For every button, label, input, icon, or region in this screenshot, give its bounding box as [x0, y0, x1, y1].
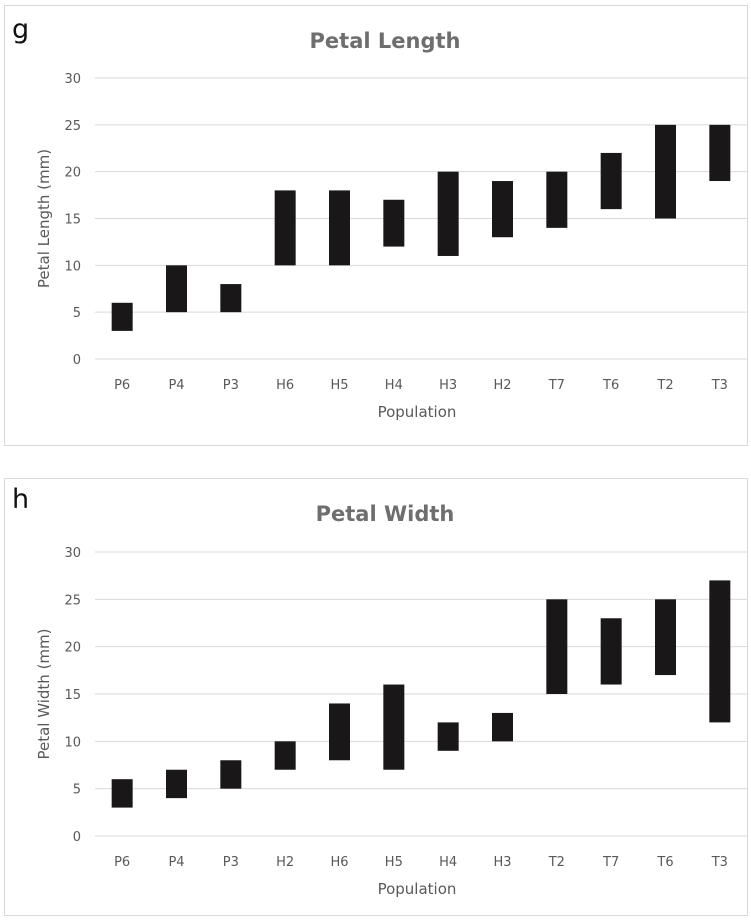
y-tick-label: 10: [64, 259, 81, 274]
panel-letter: g: [12, 14, 30, 45]
y-tick-label: 20: [64, 166, 81, 181]
x-tick-label: H6: [276, 378, 294, 393]
x-tick-label: T2: [656, 378, 673, 393]
x-tick-label: P4: [168, 855, 184, 870]
x-tick-label: H4: [439, 855, 457, 870]
range-bar-h4: [437, 722, 459, 751]
range-bar-t6: [600, 152, 622, 210]
x-tick-label: T3: [711, 855, 728, 870]
range-bar-h3: [437, 171, 459, 256]
y-tick-label: 30: [64, 546, 81, 561]
chart-panel-g: g Petal Length 0 5 10 15 20 25 30 P6 P4 P3 H6 H5 H4 H3…: [4, 5, 748, 446]
x-tick-label: T7: [602, 855, 619, 870]
range-bar-t2: [655, 124, 676, 219]
petal-length-chart: Petal Length 0 5 10 15 20 25 30 P6 P4 P3 H6 H5 H4 H3 H2…: [35, 29, 747, 421]
range-bar-p4: [166, 265, 187, 313]
range-bar-h2: [492, 181, 513, 238]
x-tick-label: H5: [330, 378, 348, 393]
range-bar-p6: [111, 302, 133, 331]
x-tick-label: T6: [602, 378, 619, 393]
y-tick-label: 5: [73, 306, 81, 321]
range-bar-p3: [220, 760, 242, 789]
x-tick-label: P3: [223, 378, 239, 393]
chart-title: Petal Length: [310, 29, 461, 53]
range-bar-h6: [274, 190, 296, 266]
x-tick-label: P6: [114, 378, 130, 393]
y-tick-label: 5: [73, 783, 81, 798]
range-bar-p4: [166, 769, 187, 799]
range-bar-p6: [111, 779, 133, 808]
y-axis-label: Petal Width (mm): [35, 628, 53, 759]
x-tick-label: H3: [493, 855, 511, 870]
x-tick-label: P6: [114, 855, 130, 870]
range-bar-h5: [383, 684, 405, 770]
range-bar-t7: [546, 171, 568, 228]
y-tick-label: 15: [64, 213, 81, 228]
y-axis-label: Petal Length (mm): [35, 149, 53, 288]
petal-width-chart: Petal Width 0 5 10 15 20 25 30 P6 P4 P3 H2 H6 H5 H4 H3 T…: [35, 502, 747, 898]
chart-title: Petal Width: [316, 502, 455, 526]
x-tick-label: H6: [330, 855, 348, 870]
x-tick-label: H5: [385, 855, 403, 870]
range-bar-t7: [600, 618, 622, 685]
range-bar-h5: [329, 190, 350, 266]
x-axis-label: Population: [378, 403, 457, 421]
panel-letter: h: [12, 484, 30, 515]
range-bar-h4: [383, 199, 405, 247]
y-tick-label: 25: [64, 119, 81, 134]
x-tick-label: T7: [548, 378, 565, 393]
range-bar-h2: [274, 741, 296, 770]
x-tick-label: P3: [223, 855, 239, 870]
chart-panel-h: h Petal Width 0 5 10 15 20 25 30 P6 P4 P3 H2 H6 H5 H4 H…: [4, 478, 748, 916]
y-tick-label: 0: [73, 830, 81, 845]
range-bar-t6: [655, 599, 676, 676]
x-tick-label: P4: [168, 378, 184, 393]
range-bar-h3: [492, 712, 513, 742]
range-bar-t2: [546, 599, 568, 694]
x-tick-label: H4: [385, 378, 403, 393]
x-tick-label: T3: [711, 378, 728, 393]
y-tick-label: 10: [64, 735, 81, 750]
x-tick-label: H2: [276, 855, 294, 870]
y-tick-label: 25: [64, 593, 81, 608]
y-tick-label: 0: [73, 353, 81, 368]
y-tick-label: 15: [64, 688, 81, 703]
x-tick-label: H3: [439, 378, 457, 393]
range-bar-h6: [329, 703, 350, 761]
x-tick-label: T6: [656, 855, 673, 870]
x-tick-label: H2: [493, 378, 511, 393]
y-tick-label: 20: [64, 641, 81, 656]
range-bar-t3: [709, 580, 731, 723]
y-tick-label: 30: [64, 72, 81, 87]
range-bar-t3: [709, 124, 731, 182]
x-axis-label: Population: [378, 880, 457, 898]
x-tick-label: T2: [548, 855, 565, 870]
range-bar-p3: [220, 284, 242, 313]
